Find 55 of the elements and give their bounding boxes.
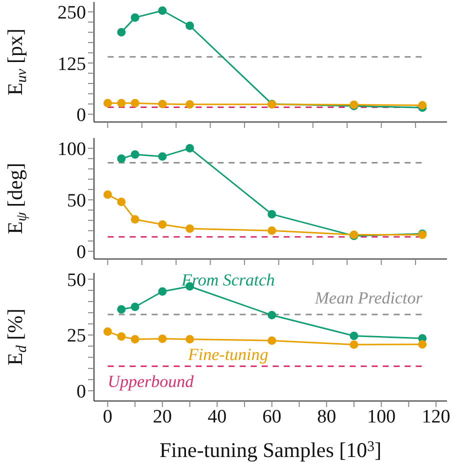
point	[268, 210, 276, 218]
x-axis-title: Fine-tuning Samples [10$^{3}$]	[160, 438, 382, 462]
point	[158, 100, 167, 108]
point	[268, 336, 276, 345]
point	[130, 150, 140, 159]
ref-line-label: Mean Predictor	[314, 288, 423, 308]
point	[158, 152, 167, 161]
y-tick-label: 25	[67, 326, 86, 347]
point	[158, 334, 167, 344]
point	[186, 224, 194, 233]
point	[130, 98, 140, 108]
point	[130, 13, 140, 22]
y-tick-label: 250	[58, 2, 86, 24]
x-tick-label: 120	[422, 406, 450, 428]
point	[350, 332, 358, 340]
point	[350, 340, 358, 349]
point	[103, 327, 112, 336]
point	[418, 340, 427, 349]
y-tick-label: 100	[58, 139, 86, 160]
point	[117, 154, 126, 163]
series-label: Fine-tuning	[187, 344, 268, 364]
point	[117, 198, 126, 206]
point	[117, 305, 126, 314]
point	[268, 310, 276, 320]
y-tick-label: 50	[67, 190, 86, 212]
y-tick-label: 0	[76, 242, 86, 264]
point	[103, 190, 112, 199]
point	[130, 215, 140, 224]
y-tick-label: 125	[58, 54, 86, 75]
point	[158, 220, 167, 229]
point	[130, 334, 140, 344]
point	[186, 144, 194, 153]
point	[186, 22, 194, 30]
y-tick-label: 0	[76, 104, 86, 126]
point	[158, 6, 167, 15]
x-tick-label: 80	[317, 406, 336, 428]
point	[186, 334, 194, 344]
point	[418, 100, 427, 110]
point	[117, 28, 126, 37]
point	[186, 100, 194, 109]
point	[158, 287, 167, 296]
x-tick-label: 100	[367, 406, 396, 428]
point	[130, 302, 140, 312]
x-tick-label: 40	[208, 406, 227, 428]
x-tick-label: 0	[102, 406, 112, 428]
x-tick-label: 20	[152, 406, 172, 428]
x-tick-label: 60	[262, 406, 282, 428]
y-tick-label: 0	[76, 381, 86, 402]
series-label: From Scratch	[180, 270, 275, 290]
point	[117, 332, 126, 341]
y-tick-label: 50	[67, 270, 86, 291]
ref-line-label: Upperbound	[108, 372, 194, 392]
point	[268, 226, 276, 235]
point	[103, 98, 112, 108]
point	[117, 98, 126, 108]
